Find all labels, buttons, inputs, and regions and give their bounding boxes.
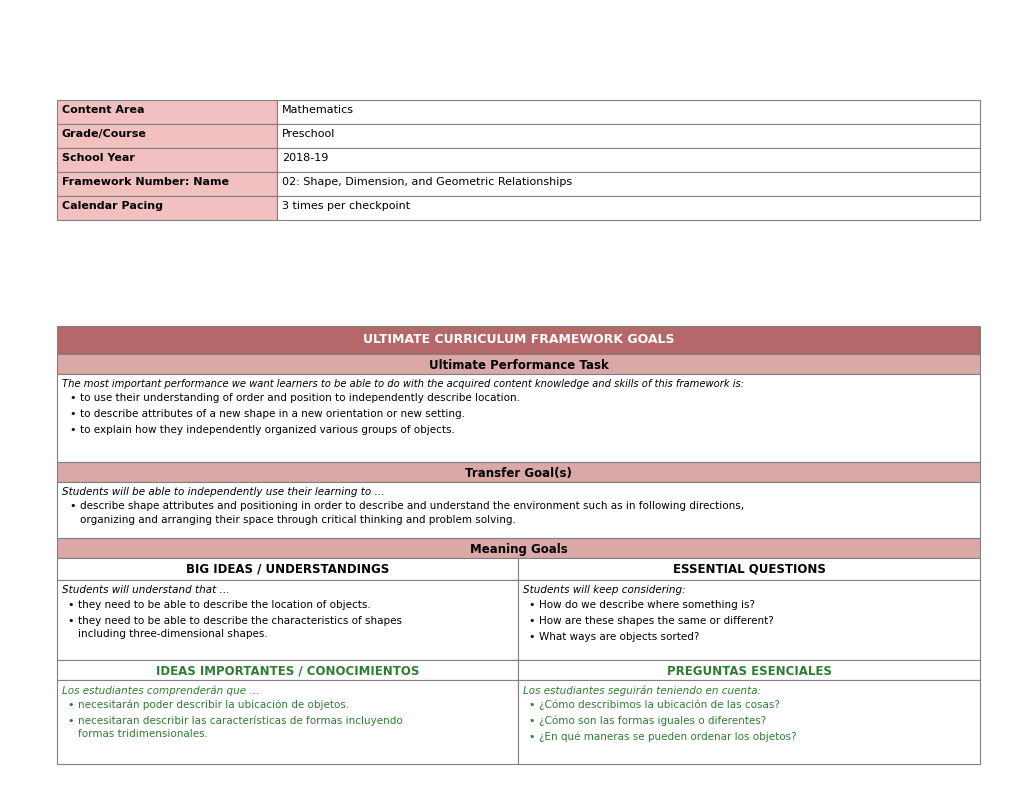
Text: Framework Number: Name: Framework Number: Name xyxy=(62,177,229,187)
Text: 02: Shape, Dimension, and Geometric Relationships: 02: Shape, Dimension, and Geometric Rela… xyxy=(281,177,572,187)
Text: they need to be able to describe the characteristics of shapes: they need to be able to describe the cha… xyxy=(77,616,401,626)
Bar xyxy=(57,558,518,580)
Text: describe shape attributes and positioning in order to describe and understand th: describe shape attributes and positionin… xyxy=(79,501,744,511)
Text: IDEAS IMPORTANTES / CONOCIMIENTOS: IDEAS IMPORTANTES / CONOCIMIENTOS xyxy=(156,665,419,678)
Text: ¿En qué maneras se pueden ordenar los objetos?: ¿En qué maneras se pueden ordenar los ob… xyxy=(539,732,796,742)
Text: •: • xyxy=(67,616,73,626)
Text: Preschool: Preschool xyxy=(281,129,335,139)
Text: to describe attributes of a new shape in a new orientation or new setting.: to describe attributes of a new shape in… xyxy=(79,409,465,419)
Text: to explain how they independently organized various groups of objects.: to explain how they independently organi… xyxy=(79,425,454,435)
Text: •: • xyxy=(69,501,75,511)
Text: •: • xyxy=(67,600,73,610)
Text: What ways are objects sorted?: What ways are objects sorted? xyxy=(539,632,699,642)
Bar xyxy=(277,124,979,148)
Bar xyxy=(518,660,979,680)
Text: The most important performance we want learners to be able to do with the acquir: The most important performance we want l… xyxy=(62,379,744,389)
Bar xyxy=(57,538,979,558)
Text: Mathematics: Mathematics xyxy=(281,105,354,115)
Bar xyxy=(57,580,518,660)
Bar xyxy=(518,680,979,764)
Text: Calendar Pacing: Calendar Pacing xyxy=(62,201,163,211)
Text: •: • xyxy=(67,716,73,726)
Bar xyxy=(57,124,277,148)
Bar xyxy=(277,148,979,172)
Bar xyxy=(57,660,518,680)
Bar xyxy=(57,172,277,196)
Text: Students will keep considering:: Students will keep considering: xyxy=(523,585,686,595)
Bar xyxy=(277,196,979,220)
Text: ¿Cómo son las formas iguales o diferentes?: ¿Cómo son las formas iguales o diferente… xyxy=(539,716,766,727)
Text: PREGUNTAS ESENCIALES: PREGUNTAS ESENCIALES xyxy=(666,665,830,678)
Text: formas tridimensionales.: formas tridimensionales. xyxy=(77,729,208,739)
Text: Ultimate Performance Task: Ultimate Performance Task xyxy=(428,359,607,372)
Bar xyxy=(518,580,979,660)
Bar xyxy=(57,196,277,220)
Bar xyxy=(277,172,979,196)
Text: How are these shapes the same or different?: How are these shapes the same or differe… xyxy=(539,616,773,626)
Text: organizing and arranging their space through critical thinking and problem solvi: organizing and arranging their space thr… xyxy=(79,515,516,525)
Text: ¿Cómo describimos la ubicación de las cosas?: ¿Cómo describimos la ubicación de las co… xyxy=(539,700,780,711)
Text: they need to be able to describe the location of objects.: they need to be able to describe the loc… xyxy=(77,600,370,610)
Text: Los estudiantes comprenderán que …: Los estudiantes comprenderán que … xyxy=(62,685,260,696)
Text: to use their understanding of order and position to independently describe locat: to use their understanding of order and … xyxy=(79,393,520,403)
Text: •: • xyxy=(528,700,535,710)
Text: necesitaran describir las características de formas incluyendo: necesitaran describir las característica… xyxy=(77,716,403,727)
Text: •: • xyxy=(69,393,75,403)
Text: necesitarán poder describir la ubicación de objetos.: necesitarán poder describir la ubicación… xyxy=(77,700,348,711)
Text: BIG IDEAS / UNDERSTANDINGS: BIG IDEAS / UNDERSTANDINGS xyxy=(185,563,389,576)
Text: Students will be able to independently use their learning to …: Students will be able to independently u… xyxy=(62,487,384,497)
Bar xyxy=(57,482,979,538)
Text: ULTIMATE CURRICULUM FRAMEWORK GOALS: ULTIMATE CURRICULUM FRAMEWORK GOALS xyxy=(363,333,674,346)
Text: 3 times per checkpoint: 3 times per checkpoint xyxy=(281,201,410,211)
Text: •: • xyxy=(528,632,535,642)
Text: Meaning Goals: Meaning Goals xyxy=(469,543,567,556)
Bar xyxy=(57,326,979,354)
Bar xyxy=(57,680,518,764)
Text: School Year: School Year xyxy=(62,153,135,163)
Text: •: • xyxy=(69,409,75,419)
Bar xyxy=(57,374,979,462)
Bar xyxy=(57,462,979,482)
Text: •: • xyxy=(69,425,75,435)
Text: Grade/Course: Grade/Course xyxy=(62,129,147,139)
Text: Content Area: Content Area xyxy=(62,105,145,115)
Bar xyxy=(518,558,979,580)
Bar xyxy=(57,148,277,172)
Text: •: • xyxy=(528,600,535,610)
Text: ESSENTIAL QUESTIONS: ESSENTIAL QUESTIONS xyxy=(673,563,824,576)
Text: 2018-19: 2018-19 xyxy=(281,153,328,163)
Bar xyxy=(57,100,277,124)
Text: How do we describe where something is?: How do we describe where something is? xyxy=(539,600,755,610)
Text: including three-dimensional shapes.: including three-dimensional shapes. xyxy=(77,629,268,639)
Text: •: • xyxy=(67,700,73,710)
Text: •: • xyxy=(528,732,535,742)
Text: •: • xyxy=(528,716,535,726)
Text: Students will understand that …: Students will understand that … xyxy=(62,585,229,595)
Bar xyxy=(57,354,979,374)
Text: Transfer Goal(s): Transfer Goal(s) xyxy=(465,467,572,480)
Bar xyxy=(277,100,979,124)
Text: Los estudiantes seguirán teniendo en cuenta:: Los estudiantes seguirán teniendo en cue… xyxy=(523,685,761,696)
Text: •: • xyxy=(528,616,535,626)
